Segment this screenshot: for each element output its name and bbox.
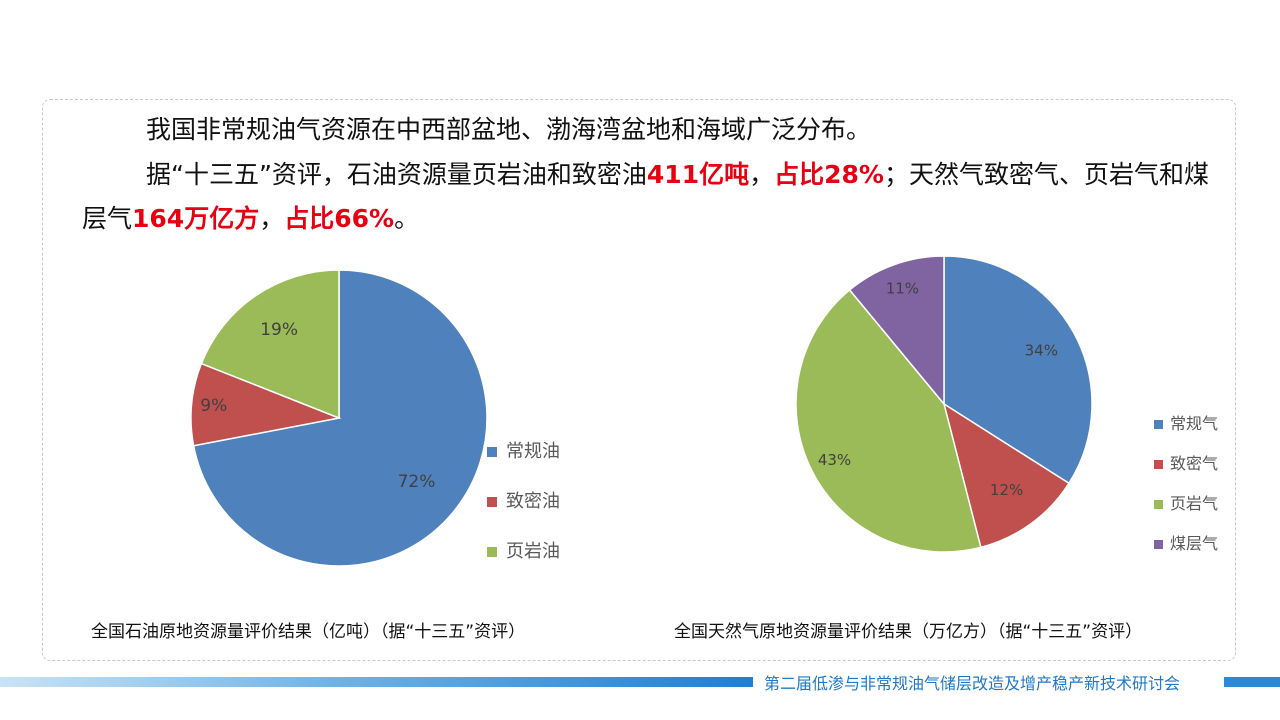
gas-chart-caption: 全国天然气原地资源量评价结果（万亿方）（据“十三五”资评）	[674, 622, 1143, 642]
legend-label: 页岩油	[506, 541, 560, 562]
legend-swatch	[487, 447, 497, 457]
legend-swatch	[487, 547, 497, 557]
legend-label: 致密气	[1170, 454, 1219, 473]
oil-pie-chart: 72% 9% 19%	[190, 269, 488, 567]
intro-line-1: 我国非常规油气资源在中西部盆地、渤海湾盆地和海域广泛分布。	[82, 108, 1227, 152]
legend-label: 常规气	[1170, 414, 1219, 433]
legend-label: 页岩气	[1170, 494, 1219, 513]
footer-bar-right	[1224, 677, 1280, 687]
intro-paragraph-2: 据“十三五”资评，石油资源量页岩油和致密油411亿吨，占比28%；天然气致密气、…	[82, 153, 1227, 241]
legend-tight-oil: 致密油	[487, 490, 597, 514]
oil-chart-caption: 全国石油原地资源量评价结果（亿吨）（据“十三五”资评）	[91, 622, 526, 642]
content-panel	[42, 99, 1236, 661]
legend-coalbed-gas: 煤层气	[1154, 533, 1264, 555]
slice-shale-gas	[795, 288, 982, 553]
legend-swatch	[1154, 500, 1163, 509]
slice-tight-oil	[190, 362, 342, 447]
oil-pie-legend: 常规油 致密油 页岩油	[487, 440, 607, 580]
oil-share: 占比28%	[774, 160, 884, 189]
legend-conventional-gas: 常规气	[1154, 413, 1264, 435]
legend-shale-gas: 页岩气	[1154, 493, 1264, 515]
slice-conventional-gas	[943, 255, 1093, 485]
legend-label: 煤层气	[1170, 534, 1219, 553]
slice-coalbed-gas	[848, 255, 945, 407]
legend-label: 常规油	[506, 441, 560, 462]
intro-text-2b: ；天然气致密气、页岩气和煤层气	[82, 160, 1209, 233]
intro-text-2a: 据“十三五”资评，石油资源量页岩油和致密油	[146, 160, 647, 189]
label-shale-oil-pct: 19%	[260, 320, 298, 340]
gas-pie-legend: 常规气致密气页岩气煤层气	[1154, 413, 1264, 563]
legend-label: 致密油	[506, 491, 560, 512]
label-conventional-oil-pct: 72%	[398, 472, 436, 492]
footer-conference-title: 第二届低渗与非常规油气储层改造及增产稳产新技术研讨会	[764, 674, 1181, 693]
legend-swatch	[1154, 420, 1163, 429]
oil-amount: 411亿吨	[646, 160, 750, 189]
intro-text-1: 我国非常规油气资源在中西部盆地、渤海湾盆地和海域广泛分布。	[146, 115, 872, 144]
legend-tight-gas: 致密气	[1154, 453, 1264, 475]
legend-swatch	[487, 497, 497, 507]
footer-bar-left	[0, 677, 753, 687]
gas-amount: 164万亿方	[132, 204, 260, 233]
legend-swatch	[1154, 460, 1163, 469]
intro-sep-2: ，	[259, 204, 285, 233]
intro-end: 。	[394, 204, 420, 233]
intro-sep-1: ，	[749, 160, 775, 189]
gas-share: 占比66%	[284, 204, 395, 233]
gas-pie-chart: 34% 12% 43% 11%	[795, 255, 1093, 553]
label-shale-gas-pct: 43%	[818, 451, 851, 469]
legend-shale-oil: 页岩油	[487, 540, 597, 564]
legend-swatch	[1154, 540, 1163, 549]
label-coalbed-gas-pct: 11%	[886, 279, 919, 297]
label-tight-oil-pct: 9%	[200, 396, 227, 416]
slice-shale-oil	[200, 269, 340, 420]
slice-tight-gas	[942, 402, 1070, 549]
legend-conventional-oil: 常规油	[487, 440, 597, 464]
label-conventional-gas-pct: 34%	[1025, 342, 1058, 360]
label-tight-gas-pct: 12%	[990, 481, 1023, 499]
